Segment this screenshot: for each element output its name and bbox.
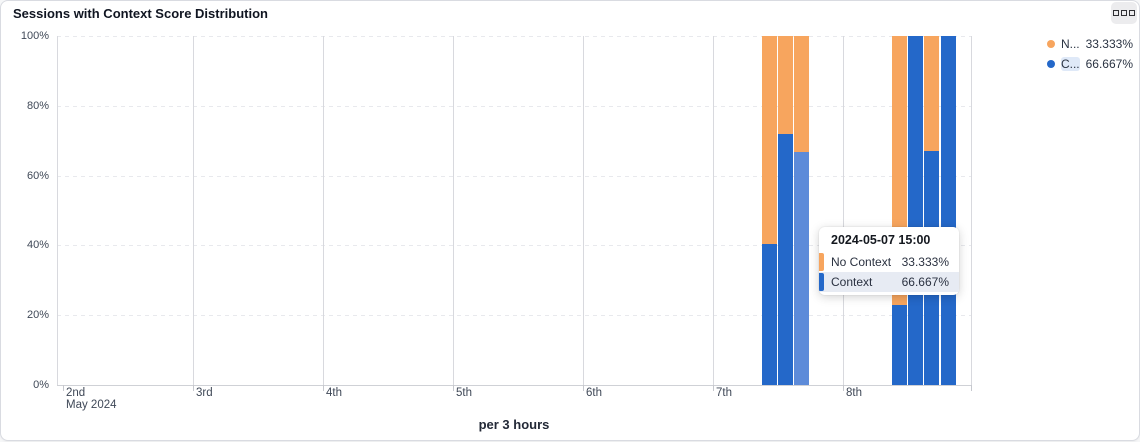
x-axis-label: 8th bbox=[846, 387, 862, 399]
gridline-horizontal bbox=[57, 315, 971, 317]
axis-tick bbox=[323, 385, 324, 391]
x-axis-label: 5th bbox=[456, 387, 472, 399]
y-axis-label: 20% bbox=[26, 309, 49, 322]
tooltip-row-label: No Context bbox=[831, 255, 892, 269]
bar-segment-context bbox=[940, 36, 956, 385]
gridline-vertical bbox=[57, 36, 58, 385]
bar-segment-context bbox=[908, 36, 923, 385]
tooltip-swatch bbox=[819, 253, 824, 271]
tooltip-swatch bbox=[819, 273, 824, 291]
axis-tick bbox=[193, 385, 194, 391]
axis-tick bbox=[713, 385, 714, 391]
x-axis-label: 4th bbox=[326, 387, 342, 399]
tooltip-row-label: Context bbox=[831, 275, 873, 289]
chart-tooltip: 2024-05-07 15:00 No Context 33.333% Contex… bbox=[819, 227, 959, 295]
bar-segment-context bbox=[778, 133, 793, 385]
gridline-vertical bbox=[843, 36, 844, 385]
gridline-vertical bbox=[453, 36, 454, 385]
bar-segment-no-context bbox=[924, 36, 940, 152]
bar-segment-context bbox=[891, 304, 907, 385]
stacked-bar[interactable] bbox=[761, 36, 777, 385]
gridline-vertical bbox=[193, 36, 194, 385]
legend-label: N... bbox=[1060, 37, 1080, 51]
gridline-vertical bbox=[583, 36, 584, 385]
x-axis-label: 3rd bbox=[196, 387, 213, 399]
tooltip-row: No Context 33.333% bbox=[819, 252, 959, 272]
y-axis-label: 80% bbox=[26, 99, 49, 112]
stacked-bar[interactable] bbox=[778, 36, 793, 385]
bar-segment-no-context bbox=[778, 36, 793, 134]
y-axis-label: 100% bbox=[20, 30, 49, 42]
y-axis-label: 60% bbox=[26, 169, 49, 182]
y-axis-label: 40% bbox=[26, 239, 49, 252]
tooltip-row: Context 66.667% bbox=[819, 272, 959, 292]
stacked-bar[interactable] bbox=[940, 36, 956, 385]
y-axis-label: 0% bbox=[33, 379, 49, 391]
card-menu-button[interactable] bbox=[1111, 2, 1137, 24]
x-axis-line bbox=[57, 385, 971, 386]
legend-item-no-context[interactable]: N... 33.333% bbox=[1046, 37, 1133, 51]
tooltip-header: 2024-05-07 15:00 bbox=[831, 233, 931, 247]
axis-tick bbox=[453, 385, 454, 391]
gridline-horizontal bbox=[57, 245, 971, 247]
x-axis-label: 2nd bbox=[66, 387, 86, 399]
bar-segment-context bbox=[794, 152, 810, 385]
legend-label: C... bbox=[1060, 57, 1080, 71]
bar-segment-no-context bbox=[761, 36, 777, 244]
gridline-horizontal bbox=[57, 175, 971, 177]
gridline-vertical bbox=[971, 36, 972, 385]
x-axis-title: per 3 hours bbox=[478, 417, 550, 432]
stacked-bar[interactable] bbox=[908, 36, 923, 385]
stacked-bar[interactable] bbox=[891, 36, 907, 385]
tooltip-row-value: 66.667% bbox=[901, 275, 949, 289]
gridline-vertical bbox=[323, 36, 324, 385]
legend-dot bbox=[1046, 40, 1055, 48]
legend-item-context[interactable]: C... 66.667% bbox=[1046, 57, 1133, 71]
axis-tick bbox=[583, 385, 584, 391]
axis-tick bbox=[63, 385, 64, 391]
x-axis-label: 6th bbox=[586, 387, 602, 399]
bar-segment-context bbox=[761, 243, 777, 385]
gridline-vertical bbox=[713, 36, 714, 385]
grid-squares-icon bbox=[1113, 10, 1135, 16]
legend-dot bbox=[1046, 60, 1055, 68]
stacked-bar[interactable] bbox=[794, 36, 810, 385]
bar-segment-no-context bbox=[794, 36, 810, 153]
tooltip-row-value: 33.333% bbox=[901, 255, 949, 269]
chart-legend: N... 33.333% C... 66.667% bbox=[1046, 37, 1133, 71]
gridline-horizontal bbox=[57, 105, 971, 107]
x-axis-label: 7th bbox=[716, 387, 732, 399]
legend-value: 33.333% bbox=[1085, 37, 1133, 51]
legend-value: 66.667% bbox=[1085, 57, 1133, 71]
x-axis-month-label: May 2024 bbox=[66, 399, 117, 411]
axis-tick bbox=[843, 385, 844, 391]
axis-tick bbox=[971, 385, 972, 391]
gridline-horizontal bbox=[57, 36, 971, 37]
stacked-bar[interactable] bbox=[924, 36, 940, 385]
plot-area bbox=[57, 36, 972, 391]
chart-title: Sessions with Context Score Distribution bbox=[13, 6, 268, 21]
